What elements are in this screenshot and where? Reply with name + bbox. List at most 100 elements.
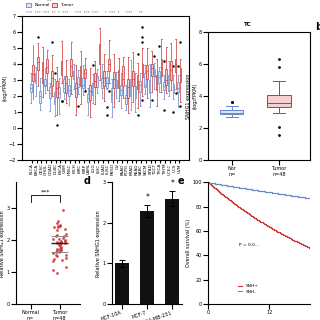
PathPatch shape xyxy=(175,59,177,72)
Point xyxy=(59,258,64,263)
PathPatch shape xyxy=(30,84,32,92)
Bar xyxy=(140,211,154,304)
PathPatch shape xyxy=(75,83,77,97)
PathPatch shape xyxy=(63,79,65,92)
PathPatch shape xyxy=(44,79,46,86)
Point xyxy=(55,271,60,276)
PathPatch shape xyxy=(68,85,70,96)
PathPatch shape xyxy=(172,84,174,93)
Legend: SNH+, SNH-: SNH+, SNH- xyxy=(236,283,260,296)
PathPatch shape xyxy=(61,61,62,75)
Point xyxy=(51,256,56,261)
PathPatch shape xyxy=(56,81,58,97)
Text: b: b xyxy=(316,22,320,32)
PathPatch shape xyxy=(84,69,86,78)
PathPatch shape xyxy=(70,59,72,76)
PathPatch shape xyxy=(111,88,112,102)
Point xyxy=(62,238,67,243)
PathPatch shape xyxy=(220,110,244,114)
Point xyxy=(54,247,59,252)
PathPatch shape xyxy=(54,92,55,104)
Point xyxy=(54,221,60,226)
Point xyxy=(62,233,67,238)
PathPatch shape xyxy=(32,66,34,82)
Point xyxy=(51,236,56,241)
PathPatch shape xyxy=(123,66,124,86)
PathPatch shape xyxy=(108,59,110,71)
Point xyxy=(57,247,62,252)
PathPatch shape xyxy=(92,83,93,95)
Y-axis label: Relative SNHG1 expression: Relative SNHG1 expression xyxy=(96,210,101,276)
Point xyxy=(61,236,66,241)
Point xyxy=(55,239,60,244)
PathPatch shape xyxy=(134,86,136,98)
PathPatch shape xyxy=(116,80,117,88)
Point xyxy=(55,223,60,228)
PathPatch shape xyxy=(125,95,127,104)
PathPatch shape xyxy=(35,73,36,83)
Point xyxy=(58,247,63,252)
PathPatch shape xyxy=(46,59,48,73)
PathPatch shape xyxy=(127,79,129,98)
PathPatch shape xyxy=(99,44,100,64)
Text: *: * xyxy=(145,193,149,202)
PathPatch shape xyxy=(113,72,115,88)
PathPatch shape xyxy=(149,80,150,93)
PathPatch shape xyxy=(87,94,89,102)
PathPatch shape xyxy=(82,78,84,88)
Point xyxy=(59,246,64,251)
Point xyxy=(58,245,63,250)
Point xyxy=(57,245,62,251)
Point xyxy=(61,208,66,213)
PathPatch shape xyxy=(73,71,75,79)
PathPatch shape xyxy=(168,75,170,91)
Point xyxy=(51,267,56,272)
Legend: Normal, Tumor: Normal, Tumor xyxy=(25,0,75,9)
Y-axis label: SNHG1 expression
(log₂FPKM): SNHG1 expression (log₂FPKM) xyxy=(0,65,7,111)
Point xyxy=(54,228,60,233)
Point xyxy=(56,242,61,247)
Point xyxy=(58,242,63,247)
PathPatch shape xyxy=(106,77,108,88)
Point xyxy=(55,233,60,238)
PathPatch shape xyxy=(146,65,148,79)
Point xyxy=(57,236,62,242)
PathPatch shape xyxy=(141,64,143,77)
Point xyxy=(58,223,63,228)
Bar xyxy=(115,263,129,304)
PathPatch shape xyxy=(161,59,162,76)
PathPatch shape xyxy=(101,78,103,88)
PathPatch shape xyxy=(137,75,139,89)
Y-axis label: Overall survival (%): Overall survival (%) xyxy=(186,219,191,267)
Y-axis label: Relative SNHG1 expression: Relative SNHG1 expression xyxy=(0,210,5,276)
Point xyxy=(54,240,60,245)
PathPatch shape xyxy=(132,70,134,86)
Point xyxy=(56,249,61,254)
PathPatch shape xyxy=(154,69,155,77)
Point xyxy=(63,232,68,237)
Y-axis label: SNHG1 expression
(log₂FPKM): SNHG1 expression (log₂FPKM) xyxy=(187,73,197,119)
PathPatch shape xyxy=(139,81,141,92)
PathPatch shape xyxy=(37,57,39,69)
PathPatch shape xyxy=(77,77,79,86)
Point xyxy=(55,225,60,230)
Point xyxy=(54,246,60,251)
PathPatch shape xyxy=(118,70,119,88)
PathPatch shape xyxy=(170,61,172,80)
PathPatch shape xyxy=(158,71,160,84)
Point xyxy=(56,218,61,223)
PathPatch shape xyxy=(130,79,132,96)
PathPatch shape xyxy=(80,66,82,86)
PathPatch shape xyxy=(97,76,98,87)
PathPatch shape xyxy=(267,95,291,107)
PathPatch shape xyxy=(177,83,179,92)
Point xyxy=(64,253,69,258)
PathPatch shape xyxy=(163,82,165,90)
PathPatch shape xyxy=(39,92,41,103)
Point xyxy=(62,238,68,244)
PathPatch shape xyxy=(59,87,60,98)
PathPatch shape xyxy=(165,69,167,85)
Text: *: * xyxy=(170,180,174,188)
Point xyxy=(62,226,68,231)
Point xyxy=(53,249,59,254)
